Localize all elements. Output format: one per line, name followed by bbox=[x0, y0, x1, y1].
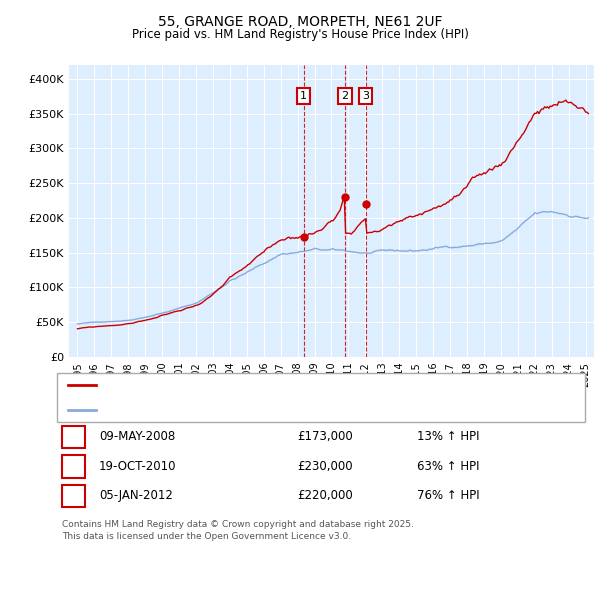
Text: £173,000: £173,000 bbox=[297, 430, 353, 443]
Text: Contains HM Land Registry data © Crown copyright and database right 2025.: Contains HM Land Registry data © Crown c… bbox=[62, 520, 413, 529]
Text: 2: 2 bbox=[69, 460, 77, 473]
Text: HPI: Average price, semi-detached house, Northumberland: HPI: Average price, semi-detached house,… bbox=[101, 405, 409, 415]
Text: 63% ↑ HPI: 63% ↑ HPI bbox=[417, 460, 479, 473]
Text: 3: 3 bbox=[362, 91, 369, 101]
Text: 76% ↑ HPI: 76% ↑ HPI bbox=[417, 489, 479, 502]
Text: 1: 1 bbox=[300, 91, 307, 101]
Text: This data is licensed under the Open Government Licence v3.0.: This data is licensed under the Open Gov… bbox=[62, 532, 351, 541]
Text: 55, GRANGE ROAD, MORPETH, NE61 2UF: 55, GRANGE ROAD, MORPETH, NE61 2UF bbox=[158, 15, 442, 29]
Text: 05-JAN-2012: 05-JAN-2012 bbox=[99, 489, 173, 502]
Text: 3: 3 bbox=[69, 489, 77, 502]
Text: Price paid vs. HM Land Registry's House Price Index (HPI): Price paid vs. HM Land Registry's House … bbox=[131, 28, 469, 41]
Text: 2: 2 bbox=[341, 91, 349, 101]
Text: 1: 1 bbox=[69, 430, 77, 443]
Text: 09-MAY-2008: 09-MAY-2008 bbox=[99, 430, 175, 443]
Text: 19-OCT-2010: 19-OCT-2010 bbox=[99, 460, 176, 473]
Text: 55, GRANGE ROAD, MORPETH, NE61 2UF (semi-detached house): 55, GRANGE ROAD, MORPETH, NE61 2UF (semi… bbox=[101, 381, 437, 390]
Text: £220,000: £220,000 bbox=[297, 489, 353, 502]
Text: £230,000: £230,000 bbox=[297, 460, 353, 473]
Text: 13% ↑ HPI: 13% ↑ HPI bbox=[417, 430, 479, 443]
